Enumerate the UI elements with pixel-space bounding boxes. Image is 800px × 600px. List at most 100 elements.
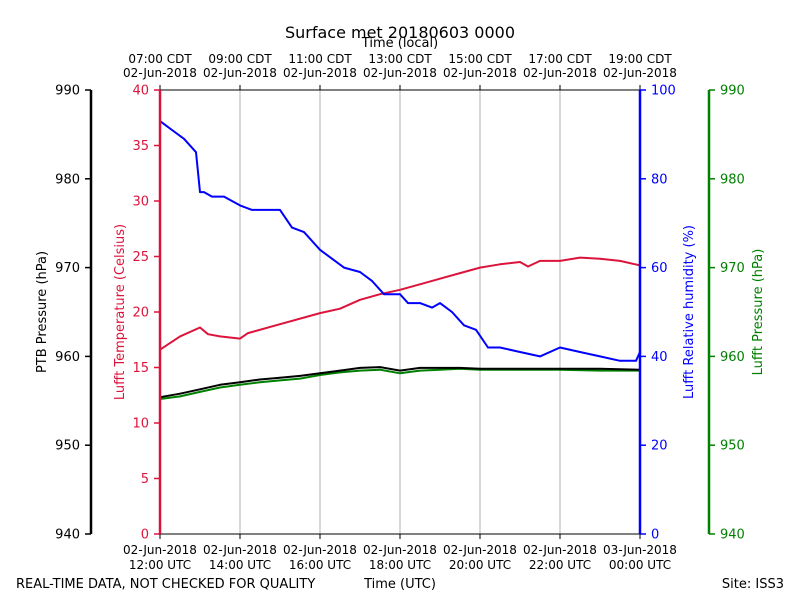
lufft-pressure-point (179, 395, 181, 398)
ptb-pressure-point (359, 367, 361, 369)
lufft-relative-humidity-point (359, 271, 361, 273)
lufft-relative-humidity-point (303, 231, 305, 234)
top-tick-time: 19:00 CDT (608, 52, 672, 66)
gridlines (239, 90, 561, 534)
lufft-pressure-point (299, 377, 301, 380)
bottom-tick-date: 02-Jun-2018 (363, 543, 437, 557)
lufft-temperature-point (439, 277, 441, 280)
lufft-temperature-line (159, 256, 641, 351)
ptb-pressure-tick-label: 980 (55, 172, 80, 187)
lufft-relative-humidity-point (475, 328, 477, 331)
lufft-temperature-point (219, 335, 221, 338)
ptb-pressure-point (559, 367, 561, 370)
bottom-tick-date: 02-Jun-2018 (283, 543, 357, 557)
lufft-pressure-tick-label: 980 (720, 172, 745, 187)
lufft-relative-humidity-point (619, 359, 621, 362)
lufft-pressure-point (439, 368, 441, 371)
bottom-tick-time: 20:00 UTC (449, 558, 511, 572)
bottom-tick-date: 03-Jun-2018 (603, 543, 677, 557)
ptb-pressure-point (299, 375, 301, 377)
lufft-temperature-series (159, 256, 641, 351)
lufft-relative-humidity-point (251, 209, 253, 211)
ptb-pressure-point (319, 372, 321, 375)
lufft-pressure-point (399, 372, 401, 375)
ptb-pressure-point (599, 367, 601, 370)
ptb-pressure-point (479, 367, 481, 370)
lufft-temperature-point (179, 335, 181, 338)
ptb-pressure-point (339, 369, 341, 372)
lufft-relative-humidity-point (439, 302, 441, 304)
chart-title: Surface met 20180603 0000 (285, 23, 515, 42)
temperature-tick-label: 35 (132, 139, 149, 154)
bottom-tick-date: 02-Jun-2018 (523, 543, 597, 557)
lufft-pressure-tick-label: 990 (720, 84, 745, 99)
ptb-pressure-point (199, 388, 201, 391)
temperature-tick-label: 10 (132, 417, 149, 432)
right-axes: 100 80 60 40 20 0 990 980 970 960 950 940 (638, 84, 745, 543)
lufft-temperature-point (579, 256, 581, 259)
lufft-temperature-point (419, 283, 421, 286)
lufft-pressure-point (419, 369, 421, 372)
bottom-tick-time: 18:00 UTC (369, 558, 431, 572)
lufft-relative-humidity-point (499, 346, 501, 349)
ptb-pressure-point (239, 381, 241, 384)
lufft-relative-humidity-point (171, 129, 173, 131)
lufft-pressure-tick-label: 940 (720, 528, 745, 543)
lufft-pressure-point (199, 391, 201, 393)
lufft-pressure-point (379, 368, 381, 371)
lufft-relative-humidity-point (559, 346, 561, 349)
bottom-tick-time: 00:00 UTC (609, 558, 671, 572)
temperature-tick-label: 15 (132, 361, 149, 376)
top-tick-time: 13:00 CDT (368, 52, 432, 66)
lufft-pressure-point (359, 369, 361, 372)
lufft-relative-humidity-point (319, 248, 321, 251)
humidity-tick-label: 100 (651, 84, 676, 99)
ptb-pressure-point (179, 392, 181, 395)
lufft-relative-humidity-point (519, 351, 521, 353)
temperature-tick-label: 5 (141, 472, 149, 487)
top-tick-date: 02-Jun-2018 (523, 66, 597, 80)
bottom-tick-time: 16:00 UTC (289, 558, 351, 572)
top-tick-time: 11:00 CDT (288, 52, 352, 66)
lufft-relative-humidity-point (399, 293, 401, 296)
ptb-pressure-point (439, 367, 441, 369)
lufft-relative-humidity-point (371, 280, 373, 282)
lufft-temperature-point (499, 263, 501, 266)
lufft-relative-humidity-point (463, 324, 465, 327)
top-tick-date: 02-Jun-2018 (203, 66, 277, 80)
lufft-relative-humidity-point (279, 209, 281, 211)
lufft-temperature-point (459, 272, 461, 274)
ptb-pressure-point (459, 367, 461, 369)
quality-disclaimer: REAL-TIME DATA, NOT CHECKED FOR QUALITY (16, 577, 315, 592)
lufft-temperature-point (359, 298, 361, 301)
lufft-temperature-point (207, 333, 209, 336)
lufft-relative-humidity-point (383, 293, 385, 296)
ptb-pressure-tick-label: 940 (55, 528, 80, 543)
lufft-relative-humidity-point (239, 204, 241, 207)
lufft-temperature-point (279, 323, 281, 326)
lufft-relative-humidity-line (159, 120, 641, 362)
ptb-pressure-point (419, 367, 421, 369)
lufft-relative-humidity-point (211, 195, 213, 198)
lufft-pressure-point (259, 381, 261, 384)
lufft-pressure-axis-label: Lufft Pressure (hPa) (751, 249, 766, 376)
ptb-pressure-point (519, 367, 521, 370)
lufft-relative-humidity-series (159, 120, 641, 362)
top-tick-time: 17:00 CDT (528, 52, 592, 66)
bottom-tick-date: 02-Jun-2018 (203, 543, 277, 557)
lufft-temperature-point (519, 261, 521, 263)
lufft-relative-humidity-point (635, 359, 637, 362)
site-label: Site: ISS3 (722, 577, 784, 592)
lufft-pressure-point (239, 383, 241, 386)
lufft-relative-humidity-point (579, 351, 581, 353)
lufft-temperature-point (399, 288, 401, 291)
lufft-temperature-point (479, 266, 481, 269)
top-tick-date: 02-Jun-2018 (363, 66, 437, 80)
lufft-temperature-point (539, 260, 541, 262)
lufft-pressure-point (339, 371, 341, 374)
lufft-relative-humidity-point (487, 346, 489, 349)
ptb-pressure-point (219, 383, 221, 386)
temperature-axis-label: Lufft Temperature (Celsius) (113, 224, 128, 400)
